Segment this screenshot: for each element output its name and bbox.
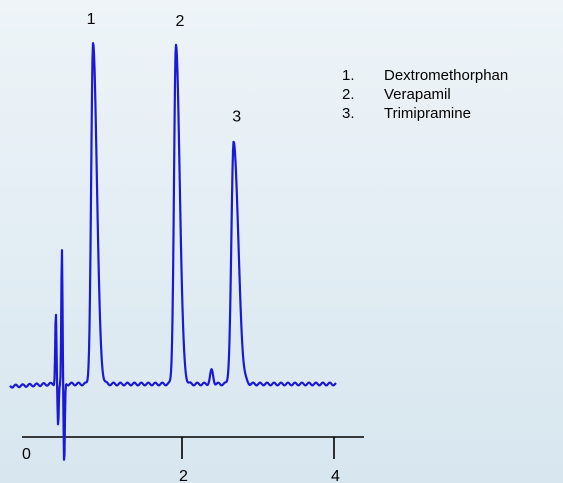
peak-labels: 1 2 3 (87, 11, 242, 126)
x-tick-label-4: 4 (331, 468, 340, 483)
x-axis: 0 2 4 (22, 436, 364, 483)
peak-label-3: 3 (232, 109, 241, 126)
chromatogram-trace (9, 41, 337, 461)
chromatogram-trace-group (9, 41, 337, 461)
legend-num-2: 2. (342, 86, 355, 103)
legend: 1. Dextromethorphan 2. Verapamil 3. Trim… (342, 67, 508, 122)
peak-label-1: 1 (87, 11, 96, 28)
legend-name-1: Dextromethorphan (384, 67, 508, 84)
legend-name-2: Verapamil (384, 86, 451, 103)
legend-num-1: 1. (342, 67, 355, 84)
x-tick-label-2: 2 (179, 468, 188, 483)
legend-num-3: 3. (342, 105, 355, 122)
peak-label-2: 2 (175, 13, 184, 30)
legend-name-3: Trimipramine (384, 105, 471, 122)
x-tick-label-0: 0 (22, 446, 31, 463)
